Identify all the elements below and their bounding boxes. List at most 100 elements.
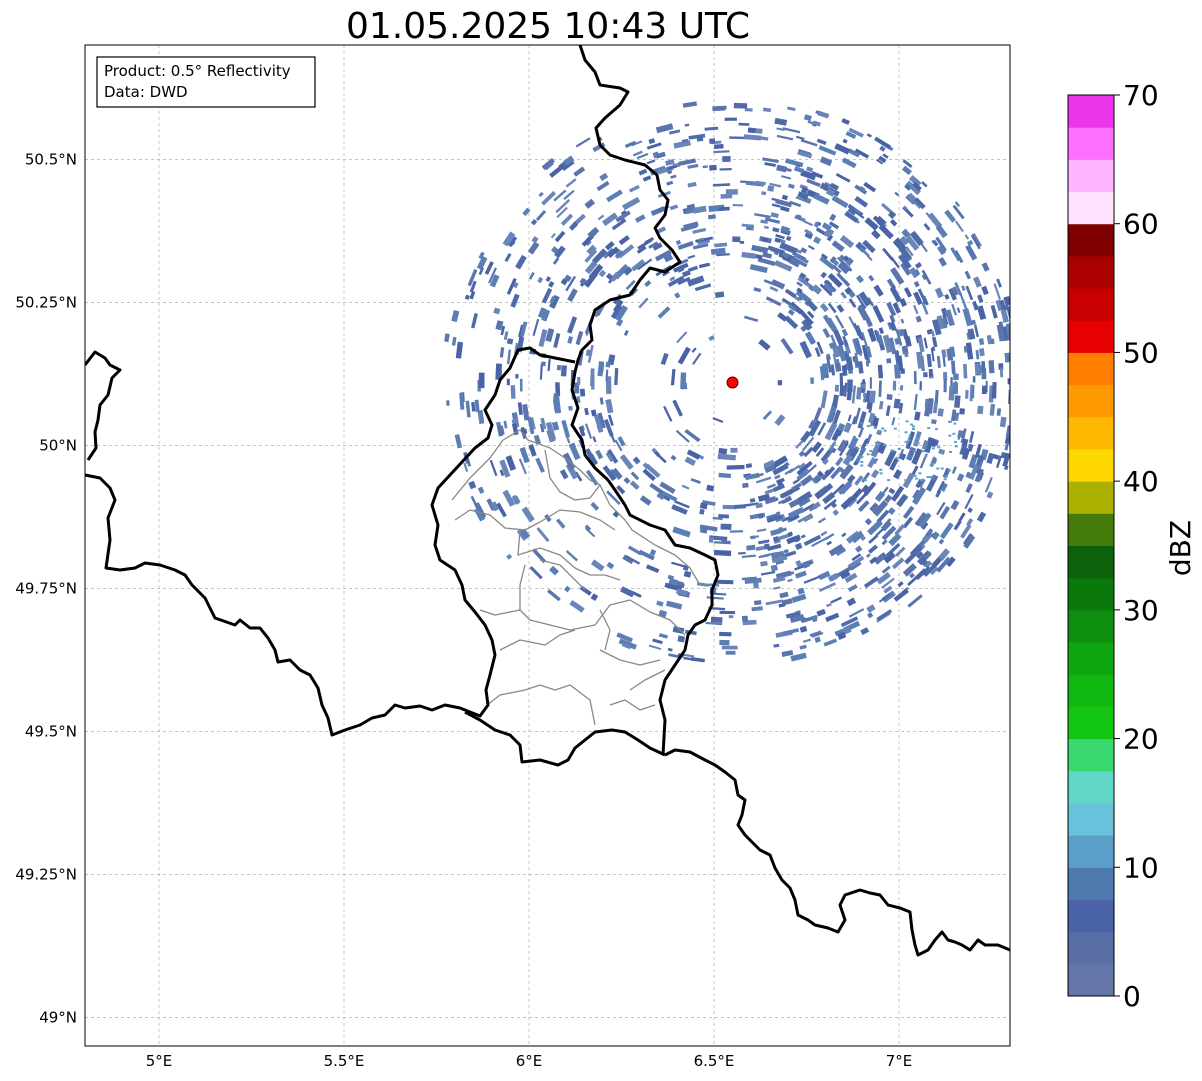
radar-echo-cell xyxy=(623,266,633,276)
radar-echo-cell xyxy=(607,246,620,258)
radar-echo-cell xyxy=(538,191,544,198)
radar-echo-cell xyxy=(636,153,649,160)
radar-echo-cell xyxy=(816,608,826,617)
radar-echo-cell xyxy=(638,549,655,561)
radar-echo-cell xyxy=(719,168,732,171)
radar-echo-cell xyxy=(867,327,877,343)
radar-echo-cell xyxy=(655,151,666,159)
map-gridlines xyxy=(85,45,1010,1046)
radar-echo-cell xyxy=(820,253,828,260)
radar-echo-cell xyxy=(590,409,597,417)
radar-echo-cell xyxy=(725,189,738,195)
radar-echo-cell xyxy=(915,437,919,440)
radar-echo-cell xyxy=(865,390,871,403)
radar-echo-cell xyxy=(774,414,786,426)
radar-echo-cell xyxy=(943,478,947,481)
radar-echo-cell xyxy=(819,156,833,167)
radar-echo-cell xyxy=(677,266,685,273)
radar-echo-cell xyxy=(471,401,476,412)
radar-echo-cell xyxy=(769,286,779,292)
radar-echo-cell xyxy=(743,134,762,141)
radar-echo-cell xyxy=(549,294,560,309)
radar-echo-cell xyxy=(847,474,856,484)
radar-echo-cell xyxy=(478,413,482,419)
radar-echo-cell xyxy=(912,486,927,505)
radar-echo-cell xyxy=(691,347,697,353)
radar-echo-cell xyxy=(648,138,656,145)
radar-echo-cell xyxy=(960,524,972,539)
radar-echo-cell xyxy=(866,604,876,613)
radar-echo-cell xyxy=(602,212,618,227)
radar-echo-cell xyxy=(806,166,814,173)
radar-echo-cell xyxy=(568,442,581,461)
radar-echo-cell xyxy=(843,255,850,262)
radar-echo-cell xyxy=(699,237,704,241)
radar-echo-cell xyxy=(829,182,840,191)
radar-echo-cell xyxy=(811,441,822,453)
radar-echo-cell xyxy=(873,553,886,565)
radar-echo-cell xyxy=(465,400,471,418)
radar-echo-cell xyxy=(986,334,993,345)
radar-echo-cell xyxy=(681,138,689,143)
radar-echo-cell xyxy=(986,491,994,499)
radar-echo-cell xyxy=(901,345,909,353)
radar-echo-cell xyxy=(887,322,893,330)
radar-echo-cell xyxy=(565,275,577,292)
radar-echo-cell xyxy=(789,613,805,623)
colorbar-segment xyxy=(1068,738,1114,772)
radar-echo-cell xyxy=(673,139,691,149)
radar-echo-cell xyxy=(544,514,552,523)
radar-echo-cell xyxy=(819,182,829,191)
radar-echo-cell xyxy=(690,477,701,484)
radar-echo-cell xyxy=(773,536,779,542)
radar-echo-cell xyxy=(842,335,849,347)
radar-echo-cell xyxy=(848,608,865,618)
radar-echo-cell xyxy=(882,153,889,159)
radar-echo-cell xyxy=(477,486,485,494)
radar-echo-cell xyxy=(835,314,845,329)
radar-echo-cell xyxy=(999,299,1007,312)
radar-echo-cell xyxy=(764,162,776,167)
radar-echo-cell xyxy=(622,196,641,211)
radar-echo-cell xyxy=(812,236,822,245)
radar-echo-cell xyxy=(584,527,596,538)
radar-echo-cell xyxy=(952,432,956,435)
radar-echo-cell xyxy=(684,123,690,127)
colorbar-segment xyxy=(1068,545,1114,579)
radar-echo-cell xyxy=(917,337,925,353)
radar-echo-cell xyxy=(799,340,812,359)
radar-echo-cell xyxy=(814,636,821,643)
radar-echo-cell xyxy=(522,404,530,421)
radar-echo-cell xyxy=(775,511,781,516)
radar-echo-cell xyxy=(869,556,878,565)
radar-echo-cell xyxy=(870,469,880,479)
lat-tick-label: 50°N xyxy=(39,436,77,454)
radar-echo-cell xyxy=(936,556,951,573)
radar-echo-cell xyxy=(1002,452,1010,467)
radar-echo-cell xyxy=(716,579,734,585)
radar-echo-cell xyxy=(781,194,788,201)
radar-echo-cell xyxy=(794,253,809,264)
radar-echo-cell xyxy=(776,134,794,141)
radar-echo-cell xyxy=(851,385,857,404)
radar-echo-cell xyxy=(785,611,801,619)
radar-echo-cell xyxy=(965,342,974,360)
radar-echo-cell xyxy=(857,305,869,321)
radar-echo-cell xyxy=(835,173,851,183)
radar-echo-cell xyxy=(774,260,793,272)
radar-echo-cell xyxy=(873,284,884,297)
radar-echo-cell xyxy=(575,330,584,346)
radar-echo-cell xyxy=(595,449,604,460)
radar-echo-cell xyxy=(891,557,905,570)
radar-echo-cell xyxy=(902,505,915,520)
colorbar-tick-label: 10 xyxy=(1123,851,1159,884)
radar-echo-cell xyxy=(898,328,905,337)
radar-echo-cell xyxy=(605,398,614,414)
radar-echo-cell xyxy=(470,495,479,510)
radar-echo-cell xyxy=(816,341,824,355)
radar-echo-cell xyxy=(710,247,726,255)
radar-echo-cell xyxy=(784,495,792,501)
radar-echo-cell xyxy=(868,534,879,544)
radar-echo-cell xyxy=(591,248,608,265)
radar-echo-cell xyxy=(550,246,559,254)
